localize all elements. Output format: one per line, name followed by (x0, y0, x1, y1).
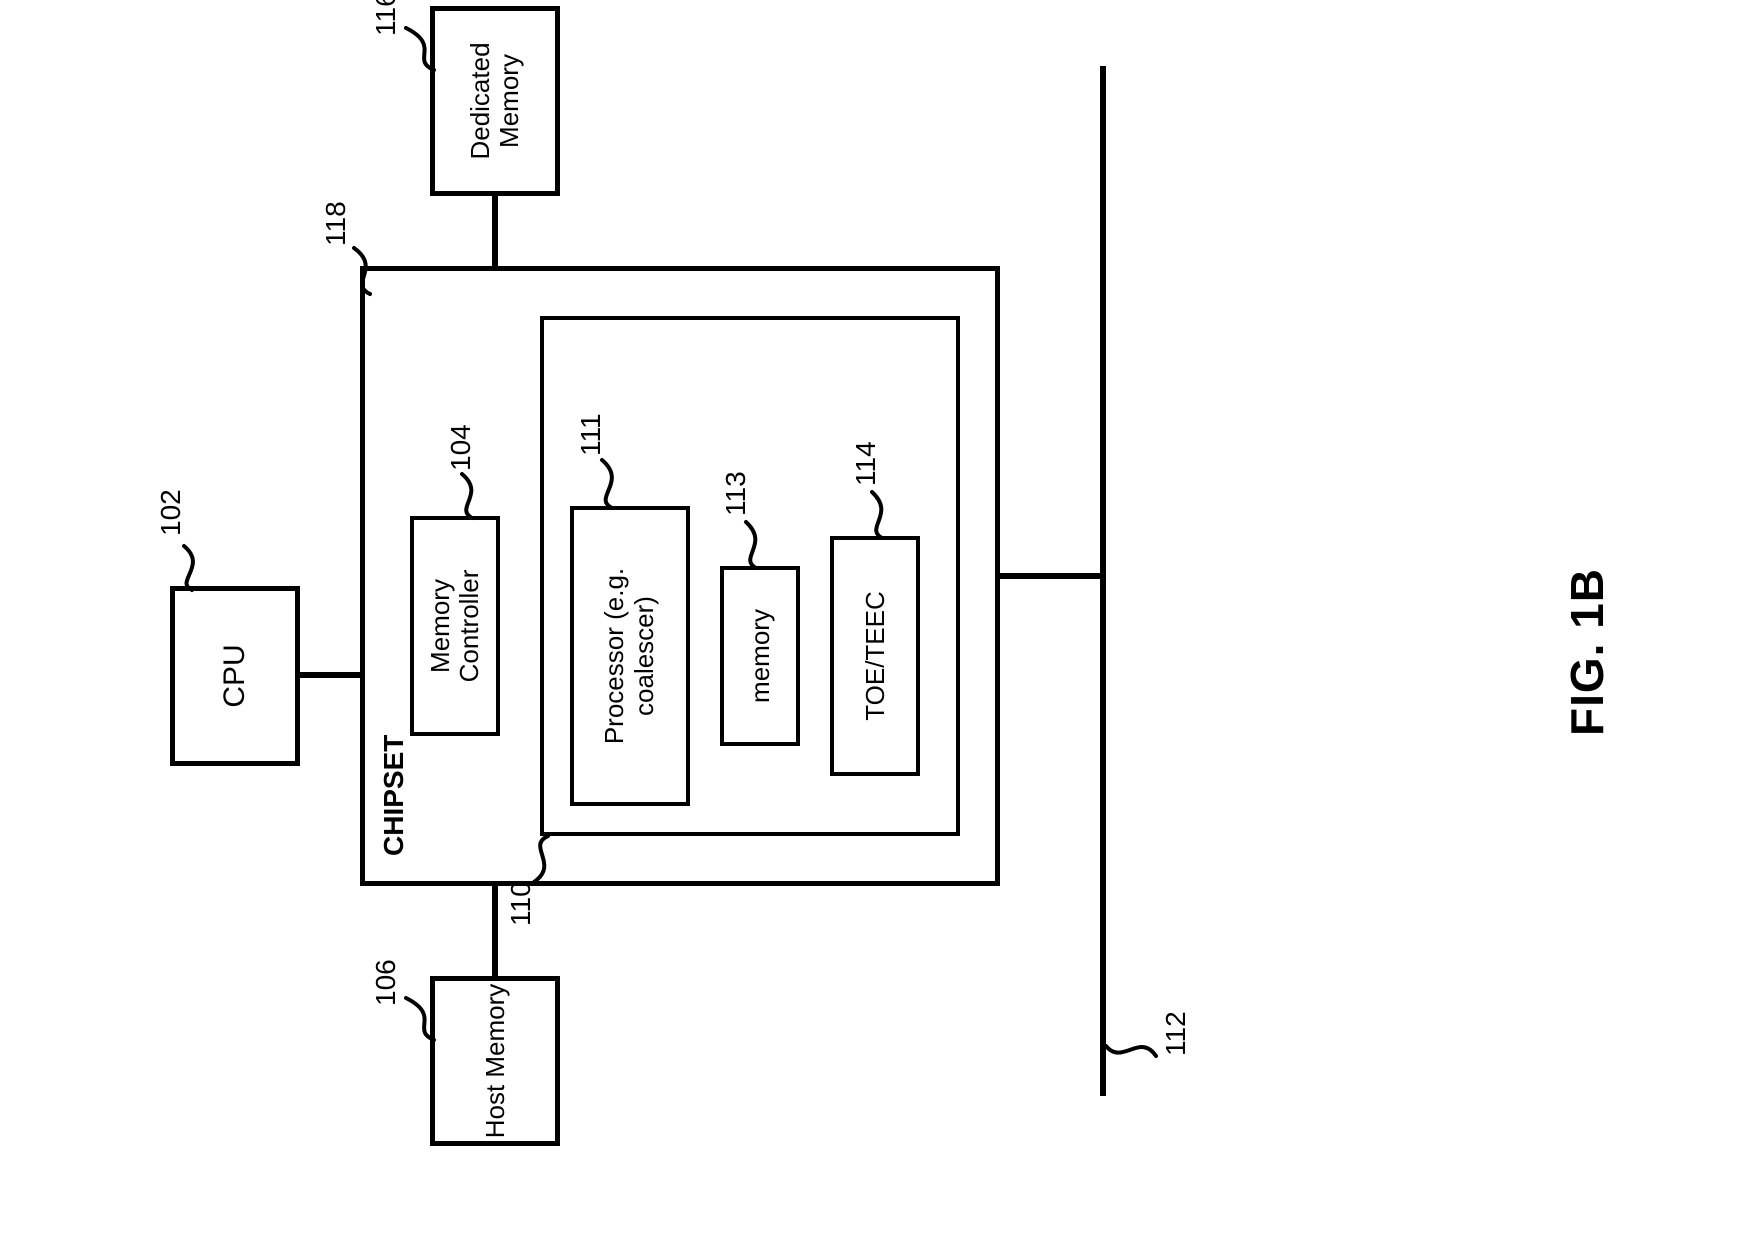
conn-chipset-bus (996, 573, 1104, 579)
lead-memctrl (450, 465, 486, 520)
lead-proc (588, 450, 628, 510)
processor-block: Processor (e.g. coalescer) (570, 506, 690, 806)
ref-chipset: 118 (320, 201, 352, 246)
ref-hostmem: 106 (370, 959, 402, 1006)
lead-mem (734, 512, 772, 570)
ref-toe: 114 (850, 441, 882, 486)
lead-dedmem (396, 21, 440, 76)
cpu-label: CPU (218, 644, 252, 707)
memory-controller-label: Memory Controller (426, 520, 483, 732)
ref-proc: 111 (575, 413, 607, 456)
cpu-block: CPU (170, 586, 300, 766)
lead-bus (1102, 1026, 1162, 1076)
figure-label: FIG. 1B (1560, 568, 1614, 736)
memory-block: memory (720, 566, 800, 746)
toe-block: TOE/TEEC (830, 536, 920, 776)
ref-memctrl: 104 (445, 424, 477, 471)
ref-bus: 112 (1160, 1011, 1192, 1056)
ref-dedmem: 116 (370, 0, 402, 36)
memory-label: memory (745, 609, 776, 703)
conn-dedmem-chipset (492, 192, 498, 270)
dedicated-memory-block: Dedicated Memory (430, 6, 560, 196)
lead-nic (520, 826, 560, 886)
conn-hostmem-chipset (492, 882, 498, 980)
memory-controller-block: Memory Controller (410, 516, 500, 736)
lead-hostmem (396, 991, 440, 1046)
dedicated-memory-label: Dedicated Memory (466, 11, 523, 191)
network-bus (1100, 66, 1106, 1096)
lead-chipset (340, 240, 380, 300)
chipset-label: CHIPSET (378, 735, 410, 856)
ref-cpu: 102 (155, 489, 187, 536)
ref-nic: 110 (505, 881, 537, 926)
lead-toe (860, 482, 898, 540)
conn-cpu-chipset (296, 672, 364, 678)
host-memory-label: Host Memory (481, 984, 510, 1139)
host-memory-block: Host Memory (430, 976, 560, 1146)
toe-label: TOE/TEEC (860, 591, 891, 721)
lead-cpu (168, 532, 208, 592)
processor-label: Processor (e.g. coalescer) (600, 510, 660, 802)
ref-mem: 113 (720, 471, 752, 516)
